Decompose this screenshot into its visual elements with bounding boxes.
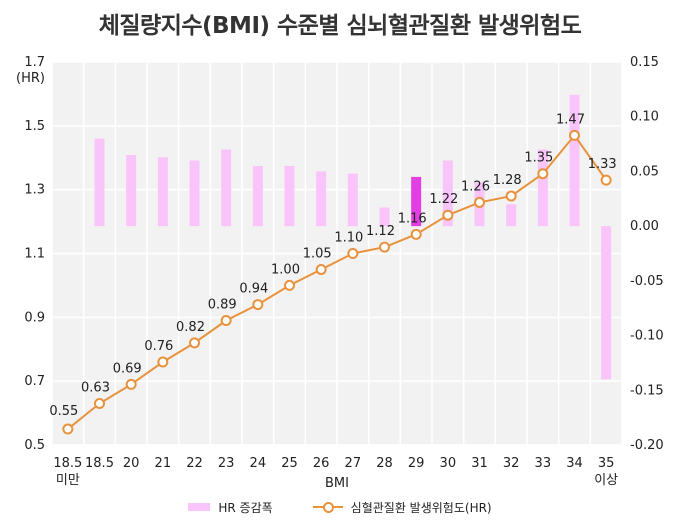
line-point [125, 378, 137, 390]
data-label: 0.82 [176, 320, 205, 335]
data-label: 1.16 [398, 211, 427, 226]
x-tick-label: 27 [345, 456, 362, 471]
line-point [94, 398, 105, 410]
x-tick-label: 23 [218, 456, 235, 471]
legend-bar-swatch [188, 503, 211, 511]
legend-line-swatch [312, 501, 343, 513]
right-tick-label: -0.20 [630, 438, 664, 453]
right-tick-label: 0.00 [630, 219, 659, 234]
data-label: 0.69 [113, 361, 142, 376]
data-label: 1.26 [461, 179, 490, 194]
hr-line [67, 133, 607, 430]
bar [601, 226, 612, 380]
x-tick-label: 35 [598, 456, 615, 471]
data-label: 0.55 [49, 404, 78, 419]
bar [537, 149, 548, 227]
x-tick-label: 29 [408, 456, 425, 471]
line-point [315, 263, 327, 275]
bar [157, 157, 168, 227]
data-label: 1.12 [366, 224, 395, 239]
left-tick-label: 0.5 [24, 438, 45, 453]
line-point [442, 209, 454, 221]
bar [221, 149, 232, 227]
data-label: 1.05 [303, 246, 332, 261]
line-point [600, 174, 612, 186]
legend-item-bar: HR 증감폭 [188, 499, 273, 516]
line-point [569, 129, 580, 141]
legend: HR 증감폭 심혈관질환 발생위험도(HR) [0, 496, 680, 518]
x-tick-label: 28 [376, 456, 393, 471]
x-tick-label: 24 [250, 456, 267, 471]
data-label: 1.35 [524, 151, 553, 166]
line-point [284, 279, 295, 291]
left-tick-label: 0.7 [24, 374, 45, 389]
bar [442, 160, 453, 227]
line-point [220, 315, 232, 327]
line-point [537, 168, 549, 180]
x-tick-label: 26 [313, 456, 330, 471]
data-label: 1.10 [334, 231, 363, 246]
bar [126, 155, 137, 227]
bar [411, 176, 422, 227]
x-tick-label: 33 [535, 456, 552, 471]
x-tick-label: 34 [566, 456, 583, 471]
x-tick-label: 30 [440, 456, 457, 471]
bar [347, 173, 358, 227]
legend-bar-label: HR 증감폭 [218, 500, 273, 515]
x-tick-label: 22 [186, 456, 203, 471]
line-point [157, 356, 169, 368]
bar [94, 138, 105, 227]
left-tick-label: 1.7 [24, 55, 45, 70]
left-tick-label: 1.3 [24, 183, 45, 198]
x-tick-label: 이상 [594, 473, 618, 488]
chart-canvas: 0.5 0.7 0.9 1.1 1.3 1.5 1.7(HR) -0.20 -0.15 -0.10… [16, 55, 664, 491]
data-label: 1.28 [493, 173, 522, 188]
data-label: 0.89 [208, 298, 237, 313]
data-label: 1.00 [271, 262, 300, 277]
right-tick-label: -0.10 [630, 329, 664, 344]
data-label: 0.63 [81, 381, 110, 396]
chart-title: 체질량지수(BMI) 수준별 심뇌혈관질환 발생위험도 [98, 13, 582, 39]
data-label: 1.22 [429, 192, 458, 207]
legend-line-label: 심혈관질환 발생위험도(HR) [350, 500, 492, 515]
left-tick-label: 1.5 [24, 119, 45, 134]
x-tick-label: 31 [471, 456, 488, 471]
data-label: 0.94 [239, 282, 268, 297]
data-label: 1.33 [588, 157, 617, 172]
right-tick-label: 0.05 [630, 164, 659, 179]
bar [379, 207, 390, 227]
x-tick-label: 25 [281, 456, 298, 471]
x-axis-title: BMI [325, 476, 349, 491]
x-tick-label: 21 [155, 456, 172, 471]
data-label: 1.47 [556, 112, 585, 127]
left-tick-label: 0.9 [24, 310, 45, 325]
bar [189, 160, 200, 227]
x-tick-label: 20 [123, 456, 140, 471]
right-tick-label: -0.15 [630, 383, 664, 398]
line-point [62, 423, 74, 435]
right-tick-label: -0.05 [630, 274, 664, 289]
line-point [505, 190, 517, 202]
line-point [410, 228, 422, 240]
bar [316, 171, 327, 227]
line-point [252, 299, 264, 311]
bar [284, 165, 295, 227]
bar [252, 165, 263, 227]
data-label: 0.76 [144, 339, 173, 354]
x-tick-label: 미만 [56, 473, 80, 488]
line-point [189, 337, 200, 349]
x-tick-label: 32 [503, 456, 520, 471]
legend-item-line: 심혈관질환 발생위험도(HR) [312, 499, 492, 516]
bar [569, 94, 580, 227]
line-point [347, 248, 359, 259]
line-point [474, 196, 485, 208]
x-tick-label: 18.5 [85, 456, 114, 471]
left-axis-unit: (HR) [16, 71, 45, 86]
right-tick-label: 0.10 [630, 110, 659, 125]
right-tick-label: 0.15 [630, 55, 659, 70]
bar [506, 204, 517, 227]
x-tick-label: 18.5 [53, 456, 82, 471]
left-tick-label: 1.1 [24, 247, 45, 262]
line-point [379, 241, 390, 253]
